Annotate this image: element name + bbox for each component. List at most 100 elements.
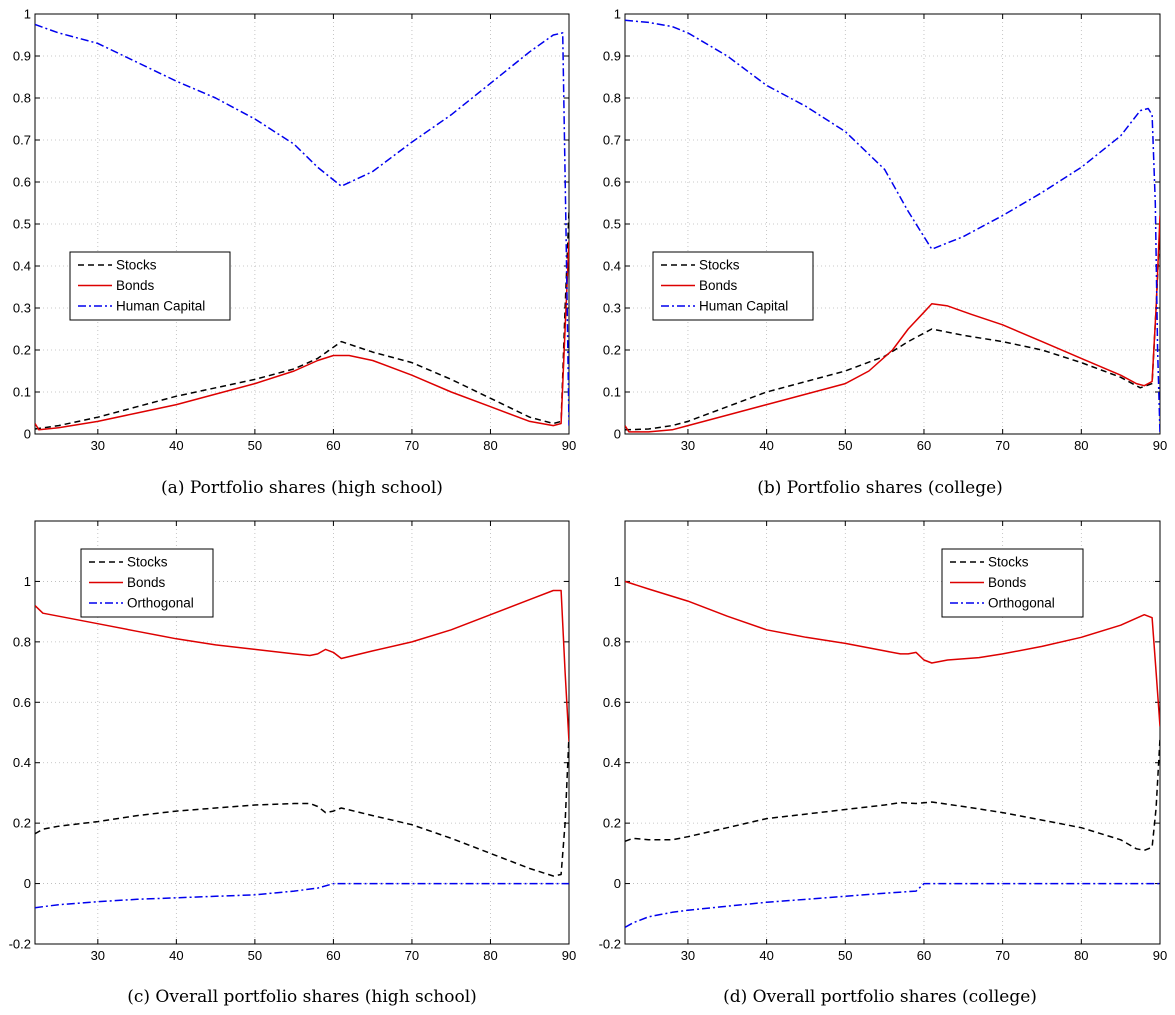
y-tick-label: 0.6 (603, 175, 621, 190)
y-tick-label: 0 (24, 876, 31, 891)
y-tick-label: 0.1 (603, 385, 621, 400)
series-line-human-capital (35, 23, 569, 426)
x-tick-label: 70 (405, 948, 419, 963)
series-line-orthogonal (35, 882, 569, 909)
series-line-bonds (625, 215, 1160, 433)
y-tick-label: 0.5 (603, 217, 621, 232)
y-tick-label: 1 (24, 574, 31, 589)
chart-panel-1: 30 40 50 60 70 80 90 0 0.1 0.2 0.3 0.4 0.5 0.6 0.7 0.8 0… (603, 7, 1167, 499)
x-tick-label: 60 (917, 438, 931, 453)
y-tick-label: 1 (614, 574, 621, 589)
y-tick-label: 0.7 (603, 133, 621, 148)
series-line-bonds (35, 240, 569, 431)
chart-panel-3: 30 40 50 60 70 80 90 -0.2 0 0.2 0.4 0.6 0.8 1 Stocks Bo… (599, 520, 1167, 1007)
x-tick-label: 40 (759, 438, 773, 453)
series-line-bonds (35, 589, 569, 742)
y-tick-label: 0.8 (13, 634, 31, 649)
x-tick-label: 50 (248, 438, 262, 453)
y-tick-label: 0 (614, 876, 621, 891)
y-tick-label: 0.4 (13, 755, 31, 770)
legend: Stocks Bonds Orthogonal (80, 548, 214, 618)
y-tick-label: 0.2 (13, 343, 31, 358)
y-tick-label: 0.6 (13, 695, 31, 710)
x-tick-label: 30 (681, 438, 695, 453)
series-line-stocks (625, 223, 1160, 431)
y-tick-label: 1 (24, 7, 31, 22)
y-tick-label: 0.5 (13, 217, 31, 232)
y-tick-label: 0.9 (13, 49, 31, 64)
y-tick-label: -0.2 (9, 937, 31, 952)
legend: Stocks Bonds Human Capital (652, 251, 814, 321)
y-tick-label: 0.8 (603, 91, 621, 106)
legend-box (80, 548, 214, 618)
y-tick-label: 0.9 (603, 49, 621, 64)
x-tick-label: 60 (917, 948, 931, 963)
y-tick-label: 1 (614, 7, 621, 22)
x-tick-label: 70 (405, 438, 419, 453)
legend-label: Stocks (699, 258, 740, 273)
panel-caption: (a) Portfolio shares (high school) (161, 478, 443, 498)
y-tick-label: 0.3 (13, 301, 31, 316)
chart-panel-0: 30 40 50 60 70 80 90 0 0.1 0.2 0.3 0.4 0.5 0.6 0.7 0.8 0… (13, 7, 576, 499)
y-tick-label: 0.7 (13, 133, 31, 148)
x-tick-label: 80 (483, 438, 497, 453)
panel-caption: (d) Overall portfolio shares (college) (723, 987, 1037, 1007)
legend-label: Orthogonal (988, 596, 1055, 611)
chart-panel-2: 30 40 50 60 70 80 90 -0.2 0 0.2 0.4 0.6 0.8 1 Stocks Bo… (9, 520, 576, 1007)
legend-label: Human Capital (116, 299, 205, 314)
x-tick-label: 70 (995, 948, 1009, 963)
legend: Stocks Bonds Human Capital (69, 251, 231, 321)
x-tick-label: 30 (681, 948, 695, 963)
x-tick-label: 50 (838, 948, 852, 963)
x-tick-label: 90 (1153, 948, 1167, 963)
panel-caption: (c) Overall portfolio shares (high schoo… (127, 987, 477, 1007)
legend-label: Stocks (988, 555, 1029, 570)
y-tick-label: 0.8 (603, 634, 621, 649)
x-tick-label: 40 (169, 948, 183, 963)
series-line-stocks (625, 738, 1160, 852)
x-tick-label: 40 (169, 438, 183, 453)
y-tick-label: 0 (24, 427, 31, 442)
x-tick-label: 80 (1074, 438, 1088, 453)
y-tick-label: 0.3 (603, 301, 621, 316)
legend: Stocks Bonds Orthogonal (941, 548, 1084, 618)
x-tick-label: 40 (759, 948, 773, 963)
legend-label: Orthogonal (127, 596, 194, 611)
series-line-bonds (625, 580, 1160, 727)
x-tick-label: 90 (562, 438, 576, 453)
x-tick-label: 50 (838, 438, 852, 453)
legend-label: Stocks (127, 555, 168, 570)
series-line-human-capital (625, 19, 1160, 434)
x-tick-label: 80 (1074, 948, 1088, 963)
y-tick-label: 0.4 (603, 259, 621, 274)
y-tick-label: 0.2 (603, 343, 621, 358)
y-tick-label: 0.8 (13, 91, 31, 106)
legend-label: Bonds (127, 575, 166, 590)
panel-caption: (b) Portfolio shares (college) (757, 478, 1003, 498)
x-tick-label: 90 (562, 948, 576, 963)
y-tick-label: -0.2 (599, 937, 621, 952)
series-line-orthogonal (625, 882, 1160, 929)
x-tick-label: 60 (326, 438, 340, 453)
x-tick-label: 80 (483, 948, 497, 963)
y-tick-label: 0.4 (603, 755, 621, 770)
x-tick-label: 90 (1153, 438, 1167, 453)
legend-label: Bonds (699, 278, 738, 293)
y-tick-label: 0.2 (13, 816, 31, 831)
plot-area (624, 520, 1161, 945)
y-tick-label: 0.6 (13, 175, 31, 190)
legend-label: Bonds (116, 278, 155, 293)
x-tick-label: 60 (326, 948, 340, 963)
x-tick-label: 50 (248, 948, 262, 963)
series-line-stocks (35, 211, 569, 430)
legend-label: Human Capital (699, 299, 788, 314)
y-tick-label: 0.2 (603, 816, 621, 831)
y-tick-label: 0.6 (603, 695, 621, 710)
series-line-stocks (35, 735, 569, 877)
legend-label: Stocks (116, 258, 157, 273)
legend-label: Bonds (988, 575, 1027, 590)
y-tick-label: 0 (614, 427, 621, 442)
x-tick-label: 70 (995, 438, 1009, 453)
y-tick-label: 0.1 (13, 385, 31, 400)
